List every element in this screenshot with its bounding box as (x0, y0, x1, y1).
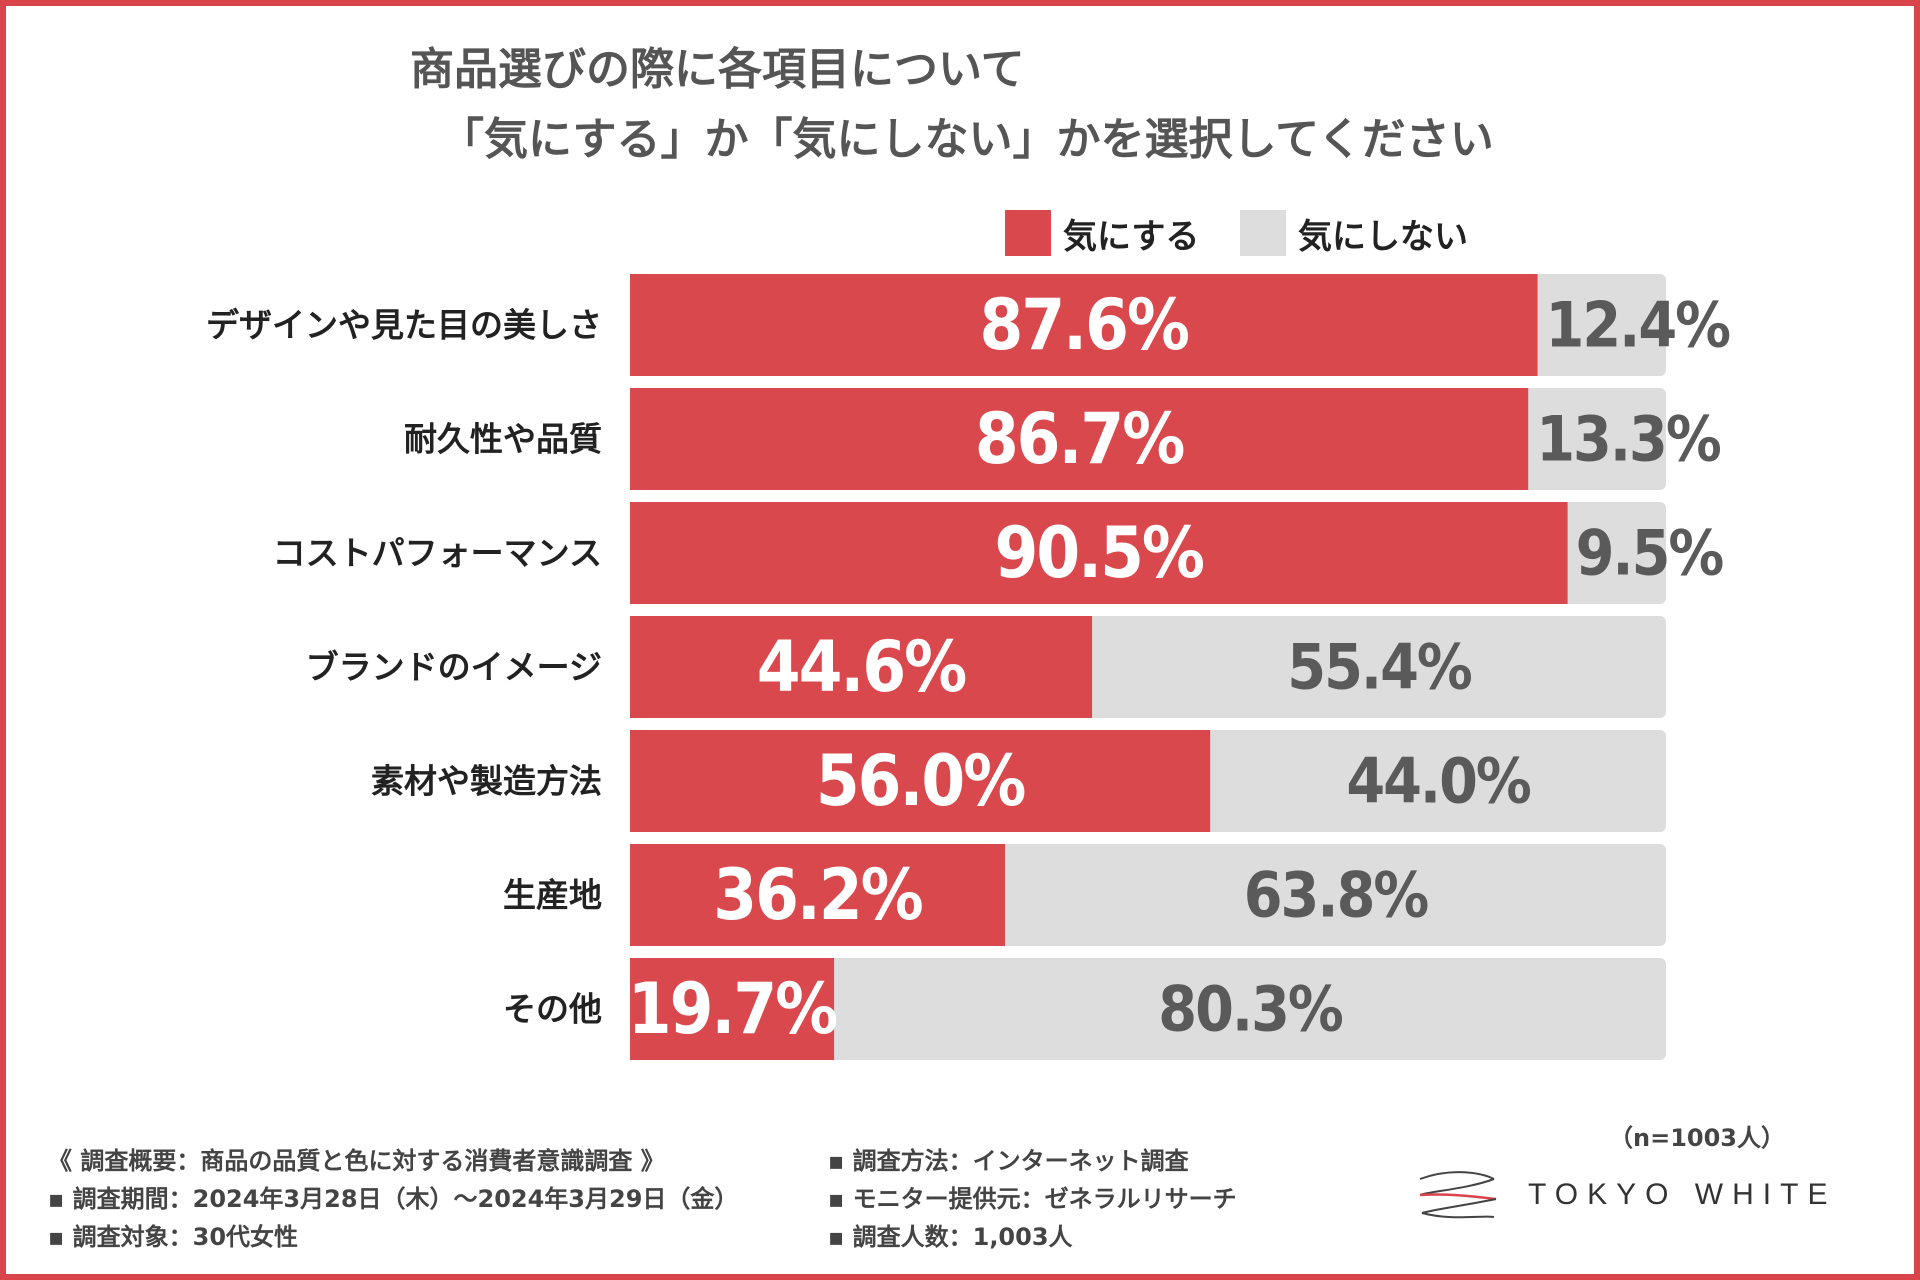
legend-item-care: 気にする (1005, 210, 1200, 257)
survey-provider: ▪ モニター提供元：ゼネラルリサーチ (828, 1185, 1237, 1213)
bar-care-1 (630, 274, 1538, 376)
category-label-6: 生産地 (503, 876, 602, 915)
survey-overview-left: 《 調査概要：商品の品質と色に対する消費者意識調査 》 ▪ 調査期間：2024年… (48, 1142, 738, 1256)
chart-title: 商品選びの際に各項目について 「気にする」か「気にしない」かを選択してください (410, 35, 1494, 175)
value-label-not-care-1: 12.4% (1546, 289, 1731, 362)
survey-overview: 《 調査概要：商品の品質と色に対する消費者意識調査 》 (48, 1147, 665, 1175)
value-label-not-care-6: 63.8% (1244, 859, 1429, 932)
bar-care-3 (630, 502, 1568, 604)
survey-method: ▪ 調査方法：インターネット調査 (828, 1147, 1189, 1175)
bar-not-care-7 (630, 958, 1666, 1060)
bar-care-2 (630, 388, 1529, 490)
legend-item-not-care: 気にしない (1240, 210, 1468, 257)
value-label-care-2: 86.7% (975, 398, 1184, 480)
category-label-7: その他 (503, 990, 602, 1029)
value-label-not-care-2: 13.3% (1536, 403, 1721, 476)
category-label-1: デザインや見た目の美しさ (206, 306, 602, 345)
title-line-2: 「気にする」か「気にしない」かを選択してください (440, 114, 1494, 165)
legend-label-care: 気にする (1063, 216, 1200, 257)
survey-target: ▪ 調査対象：30代女性 (48, 1223, 299, 1251)
legend-swatch-care (1005, 210, 1051, 256)
survey-respondents: ▪ 調査人数：1,003人 (828, 1223, 1073, 1251)
category-label-3: コストパフォーマンス (273, 534, 602, 573)
category-label-2: 耐久性や品質 (404, 420, 602, 459)
bar-care-7 (630, 958, 835, 1060)
value-label-care-4: 44.6% (757, 626, 966, 708)
category-label-4: ブランドのイメージ (306, 648, 602, 687)
bar-care-6 (630, 844, 1006, 946)
value-label-not-care-7: 80.3% (1158, 973, 1343, 1046)
bar-care-4 (630, 616, 1093, 718)
bar-care-5 (630, 730, 1211, 832)
value-label-care-5: 56.0% (816, 740, 1025, 822)
value-label-care-7: 19.7% (628, 968, 837, 1050)
legend-label-not-care: 気にしない (1298, 216, 1468, 257)
value-label-not-care-4: 55.4% (1287, 631, 1472, 704)
value-label-care-3: 90.5% (995, 512, 1204, 594)
sample-size: （n=1003人） (1609, 1124, 1785, 1152)
value-label-not-care-3: 9.5% (1576, 517, 1724, 590)
stacked-bar-chart: デザインや見た目の美しさ 87.6% 12.4% 耐久性や品質 86.7% 13.3% コス… (206, 274, 1732, 1060)
title-line-1: 商品選びの際に各項目について (410, 44, 1025, 95)
survey-overview-right: ▪ 調査方法：インターネット調査 ▪ モニター提供元：ゼネラルリサーチ ▪ 調査… (828, 1142, 1237, 1256)
category-label-5: 素材や製造方法 (371, 762, 602, 801)
logo-text: TOKYO WHITE (1528, 1178, 1837, 1211)
value-label-not-care-5: 44.0% (1346, 745, 1531, 818)
legend-swatch-not-care (1240, 210, 1286, 256)
thread-loop-icon (1419, 1171, 1497, 1219)
brand-logo: TOKYO WHITE (1412, 1160, 1836, 1230)
value-label-care-6: 36.2% (713, 854, 922, 936)
value-label-care-1: 87.6% (980, 284, 1189, 366)
survey-period: ▪ 調査期間：2024年3月28日（木）〜2024年3月29日（金） (48, 1185, 739, 1213)
